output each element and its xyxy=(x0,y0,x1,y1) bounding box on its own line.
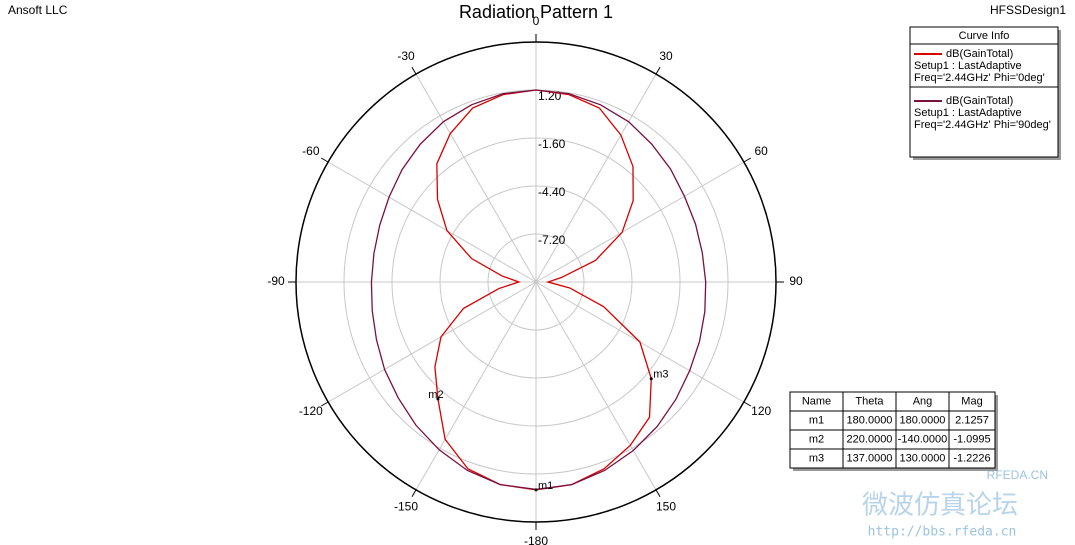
theta-tick xyxy=(743,401,752,407)
theta-tick xyxy=(743,157,752,163)
design-name: HFSSDesign1 xyxy=(990,3,1066,17)
legend-detail: Freq='2.44GHz' Phi='0deg' xyxy=(914,72,1045,84)
theta-tick-label: 150 xyxy=(656,499,676,513)
theta-tick xyxy=(411,489,417,498)
marker-label: m3 xyxy=(653,369,668,381)
theta-tick-label: -30 xyxy=(397,49,415,63)
table-cell: m2 xyxy=(809,433,824,445)
theta-tick-label: 90 xyxy=(789,274,803,288)
marker-point xyxy=(436,397,440,401)
legend-detail: Freq='2.44GHz' Phi='90deg' xyxy=(914,119,1051,131)
table-header: Mag xyxy=(961,395,982,407)
table-header: Theta xyxy=(855,395,884,407)
chart-title: Radiation Pattern 1 xyxy=(459,2,613,22)
legend-label: dB(GainTotal) xyxy=(946,48,1013,60)
theta-tick-label: -180 xyxy=(524,534,548,545)
watermark: RFEDA.CN xyxy=(987,468,1048,482)
table-cell: 137.0000 xyxy=(847,452,893,464)
grid-spoke xyxy=(327,281,537,403)
table-header: Ang xyxy=(913,395,933,407)
theta-tick-label: -90 xyxy=(267,274,285,288)
grid-spoke xyxy=(327,161,537,283)
table-cell: 180.0000 xyxy=(900,414,946,426)
r-tick-label: -7.20 xyxy=(538,233,566,247)
legend-label: dB(GainTotal) xyxy=(946,95,1013,107)
grid-spoke xyxy=(415,73,537,283)
company: Ansoft LLC xyxy=(8,3,68,17)
table-cell: -140.0000 xyxy=(898,433,948,445)
theta-tick xyxy=(320,157,329,163)
marker-label: m2 xyxy=(428,389,443,401)
table-cell: m1 xyxy=(809,414,824,426)
grid-spoke xyxy=(535,161,745,283)
theta-tick-label: 120 xyxy=(751,404,771,418)
legend-title: Curve Info xyxy=(959,30,1010,42)
legend-box xyxy=(909,26,1059,158)
marker-point xyxy=(649,377,653,381)
legend-detail: Setup1 : LastAdaptive xyxy=(914,107,1022,119)
theta-tick-label: 30 xyxy=(659,49,673,63)
grid-spoke xyxy=(415,281,537,491)
theta-tick-label: 60 xyxy=(754,144,768,158)
curve xyxy=(370,89,707,491)
grid-spoke xyxy=(535,73,657,283)
theta-tick xyxy=(655,489,661,498)
theta-tick xyxy=(655,66,661,75)
table-cell: 2.1257 xyxy=(955,414,989,426)
theta-tick-label: -60 xyxy=(302,144,320,158)
table-cell: 180.0000 xyxy=(847,414,893,426)
marker-point xyxy=(534,488,538,492)
table-cell: m3 xyxy=(809,452,824,464)
theta-tick-label: 0 xyxy=(533,14,540,28)
theta-tick xyxy=(320,401,329,407)
table-cell: 130.0000 xyxy=(900,452,946,464)
r-tick-label: -4.40 xyxy=(538,185,566,199)
outer-circle xyxy=(295,41,777,523)
marker-table: Name Theta Ang Mag m1 180.0000 180.0000 2.1257 m… xyxy=(789,391,998,471)
table-cell: 220.0000 xyxy=(847,433,893,445)
watermark: http://bbs.rfeda.cn xyxy=(868,525,1017,540)
theta-tick-label: -150 xyxy=(394,499,418,513)
theta-tick xyxy=(411,66,417,75)
grid-spoke xyxy=(535,281,657,491)
r-tick-label: -1.60 xyxy=(538,137,566,151)
table-cell: -1.0995 xyxy=(953,433,990,445)
table-cell: -1.2226 xyxy=(953,452,990,464)
table-header: Name xyxy=(802,395,831,407)
watermark: 微波仿真论坛 xyxy=(862,491,1018,521)
theta-tick-label: -120 xyxy=(299,404,323,418)
marker-label: m1 xyxy=(538,480,553,492)
legend-detail: Setup1 : LastAdaptive xyxy=(914,60,1022,72)
